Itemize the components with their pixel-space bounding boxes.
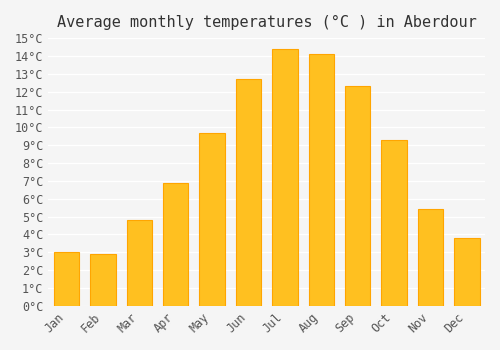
Bar bbox=[382, 140, 407, 306]
Bar bbox=[418, 209, 443, 306]
Bar bbox=[200, 133, 225, 306]
Bar bbox=[236, 79, 261, 306]
Bar bbox=[345, 86, 370, 306]
Bar bbox=[454, 238, 479, 306]
Bar bbox=[308, 54, 334, 306]
Bar bbox=[54, 252, 80, 306]
Bar bbox=[163, 183, 188, 306]
Title: Average monthly temperatures (°C ) in Aberdour: Average monthly temperatures (°C ) in Ab… bbox=[57, 15, 476, 30]
Bar bbox=[126, 220, 152, 306]
Bar bbox=[90, 254, 116, 306]
Bar bbox=[272, 49, 297, 306]
